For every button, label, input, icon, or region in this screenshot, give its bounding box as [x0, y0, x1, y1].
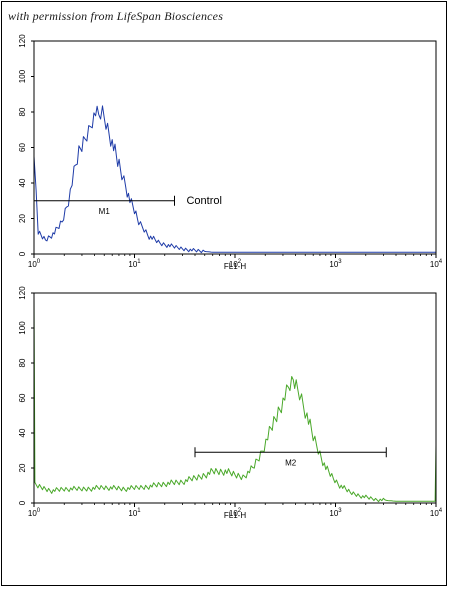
y-tick-label: 120: [18, 34, 27, 48]
x-tick-label: 101: [128, 508, 141, 518]
y-tick-label: 60: [18, 393, 27, 402]
y-tick-label: 60: [18, 143, 27, 152]
y-tick-label: 0: [18, 500, 27, 505]
y-tick-label: 40: [18, 428, 27, 437]
y-tick-label: 0: [18, 251, 27, 256]
credit-text: with permission from LifeSpan Bioscience…: [8, 9, 224, 23]
y-tick-label: 20: [18, 463, 27, 472]
x-tick-label: 102: [229, 508, 242, 518]
x-tick-label: 104: [430, 259, 443, 269]
x-tick-label: 102: [229, 259, 242, 269]
x-tick-label: 104: [430, 508, 443, 518]
histogram-panel-1: 0 20 40 60 80 100 120 100 101 102 103 104 FL1-H M1 Con…: [18, 34, 443, 271]
gate-label: M2: [285, 458, 297, 467]
plot-frame: [33, 40, 437, 255]
x-tick-label: 101: [128, 259, 141, 269]
histogram-trace: [33, 105, 437, 254]
gate-label: M1: [99, 207, 111, 216]
histogram-trace: [33, 295, 437, 503]
y-tick-label: 80: [18, 107, 27, 116]
x-tick-label: 100: [28, 259, 41, 269]
x-tick-label: 100: [28, 508, 41, 518]
x-tick-label: 103: [329, 259, 342, 269]
y-tick-label: 20: [18, 214, 27, 223]
y-tick-label: 120: [18, 286, 27, 300]
y-tick-label: 100: [18, 69, 27, 83]
x-axis-label: FL1-H: [224, 511, 246, 520]
x-axis-label: FL1-H: [224, 262, 246, 271]
y-tick-label: 40: [18, 178, 27, 187]
histogram-panel-2: 0 20 40 60 80 100 120 100 101 102 103 104 FL1-H M2: [18, 286, 443, 520]
y-tick-label: 100: [18, 321, 27, 335]
x-tick-label: 103: [329, 508, 342, 518]
control-annotation: Control: [186, 195, 221, 207]
plot-frame: [33, 292, 437, 504]
y-tick-label: 80: [18, 358, 27, 367]
